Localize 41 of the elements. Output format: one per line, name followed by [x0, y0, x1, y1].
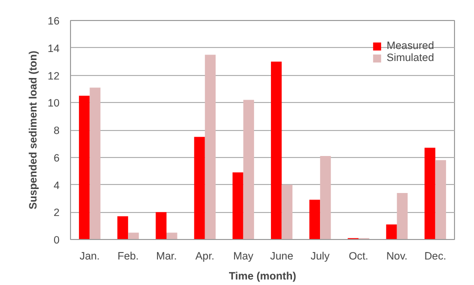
x-tick-label: June	[270, 250, 294, 262]
bar	[396, 192, 408, 240]
x-axis-title: Time (month)	[228, 270, 297, 282]
x-tick-label: Mar.	[156, 250, 177, 262]
bar	[282, 184, 292, 240]
bar	[386, 224, 397, 240]
x-tick-label: Dec.	[424, 250, 446, 262]
y-tick-label: 12	[48, 70, 60, 82]
bar	[424, 148, 436, 240]
bar	[166, 232, 178, 240]
bar	[309, 200, 320, 240]
bar	[270, 62, 282, 240]
bar	[128, 232, 139, 240]
x-tick-label: July	[310, 250, 330, 262]
y-tick-label: 16	[48, 16, 60, 28]
y-tick-label: 8	[54, 125, 60, 137]
bar	[90, 88, 100, 240]
x-tick-label: Nov.	[386, 250, 408, 262]
bar	[117, 216, 128, 240]
x-tick-label: Apr.	[195, 250, 214, 262]
bar	[320, 156, 331, 240]
bar	[243, 100, 254, 240]
x-tick-label: Oct.	[348, 250, 368, 262]
legend-label: Measured	[386, 40, 434, 52]
bar	[194, 136, 205, 240]
legend-label: Simulated	[386, 52, 434, 64]
y-tick-label: 14	[48, 42, 60, 55]
y-axis-title: Suspended sediment load (ton)	[28, 50, 40, 210]
bar	[435, 160, 446, 240]
x-tick-label: May	[233, 250, 254, 262]
bar	[78, 96, 90, 240]
bar	[232, 172, 244, 240]
bar	[204, 54, 216, 240]
y-tick-label: 4	[54, 180, 60, 192]
bar	[156, 212, 166, 240]
y-tick-label: 0	[54, 234, 60, 246]
y-tick-label: 10	[48, 98, 60, 110]
x-tick-label: Jan.	[80, 250, 100, 262]
y-tick-label: 2	[54, 207, 60, 220]
y-tick-label: 6	[54, 152, 60, 164]
x-tick-label: Feb.	[117, 250, 139, 262]
